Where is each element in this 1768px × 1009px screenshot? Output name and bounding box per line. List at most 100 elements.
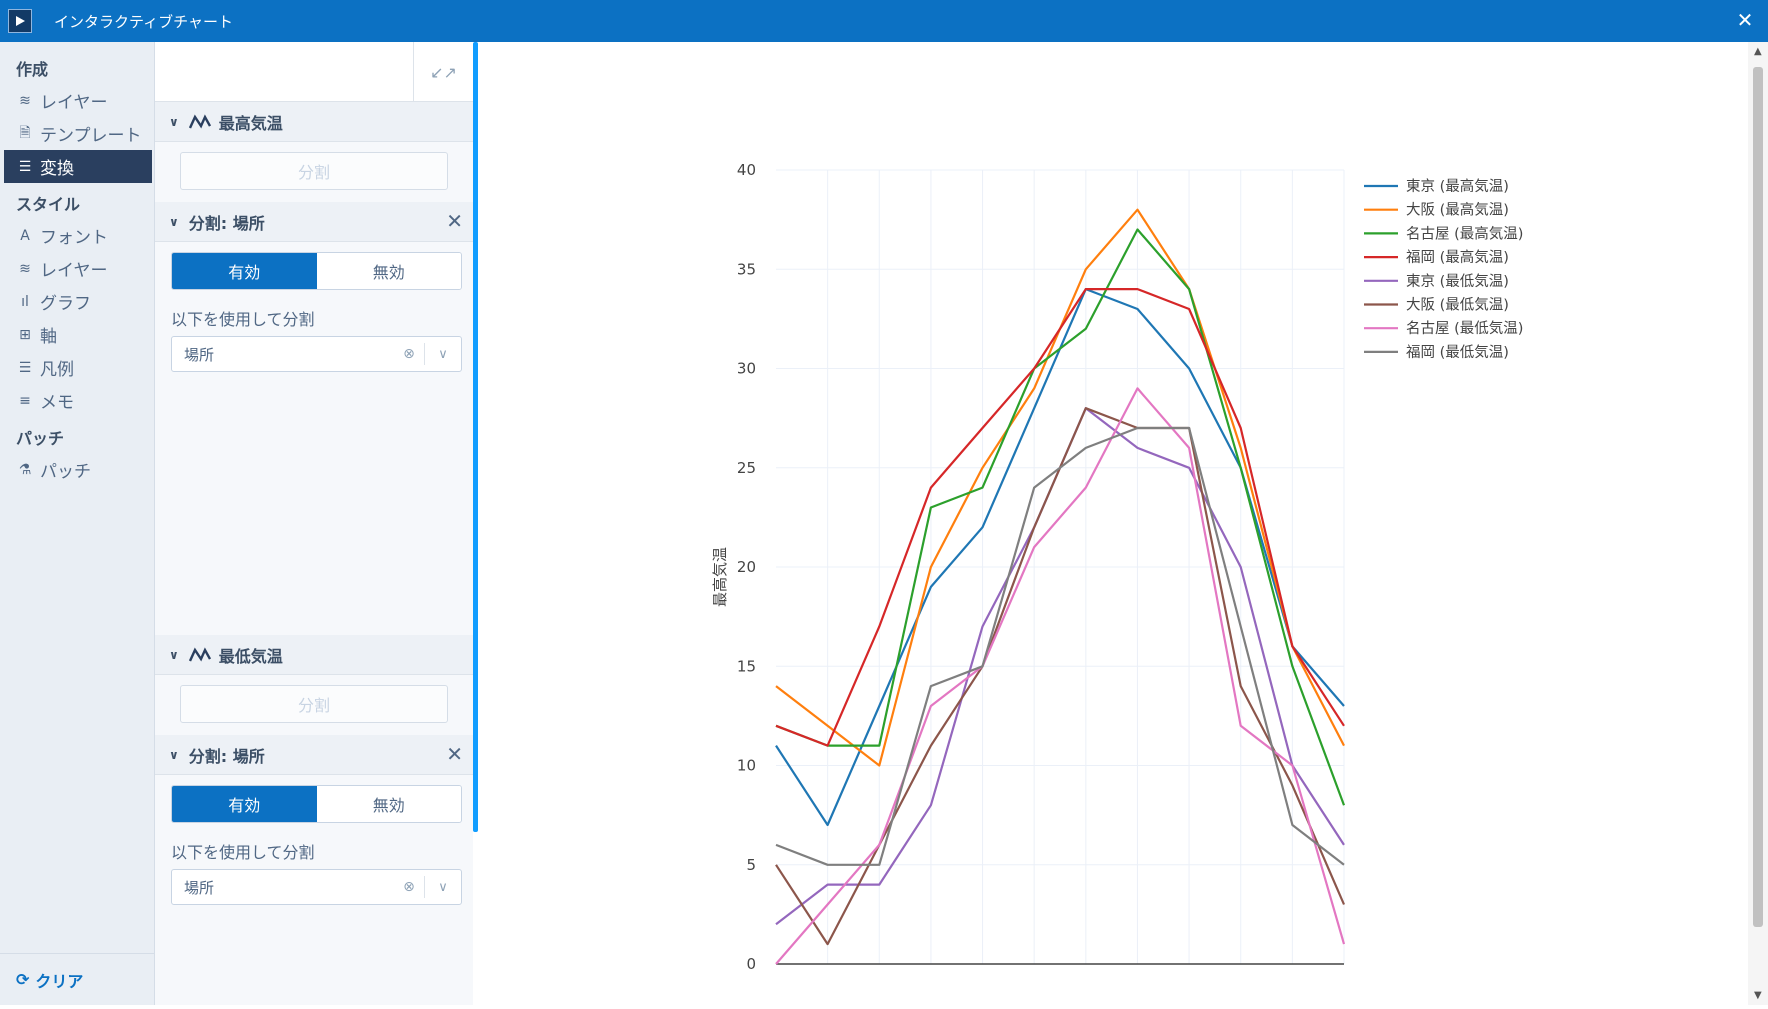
panel-scrollbar[interactable] xyxy=(473,42,478,832)
nav-item[interactable]: ıl グラフ xyxy=(0,285,154,318)
y-tick-label: 20 xyxy=(737,558,756,576)
series-line xyxy=(775,208,1345,767)
window-title: インタラクティブチャート xyxy=(54,12,233,31)
nav-item[interactable]: ≡ メモ xyxy=(0,384,154,417)
line-trace-icon xyxy=(188,646,211,663)
y-tick-label: 5 xyxy=(746,856,756,874)
enabled-option[interactable]: 有効 xyxy=(172,786,317,822)
bar-chart-icon: ıl xyxy=(21,293,29,310)
split-section-header[interactable]: ∨ 分割: 場所 ✕ xyxy=(155,202,473,242)
nav-item-label: 凡例 xyxy=(40,360,74,380)
series-line xyxy=(775,387,1346,965)
y-tick-label: 40 xyxy=(737,161,756,179)
nav-item[interactable]: A フォント xyxy=(0,219,154,252)
legend-label: 福岡 (最高気温) xyxy=(1406,249,1509,266)
panel-header: ↙↗ xyxy=(155,42,473,102)
legend-label: 福岡 (最低気温) xyxy=(1406,344,1509,361)
split-by-dropdown[interactable]: 場所 ⊗ ∨ xyxy=(171,336,462,372)
split-title: 分割: 場所 xyxy=(188,213,265,233)
split-by-value: 場所 xyxy=(184,878,215,897)
trace-section-header[interactable]: ∨ 最低気温 xyxy=(155,635,473,675)
document-icon: 🗎 xyxy=(19,124,31,141)
y-tick-label: 0 xyxy=(746,955,756,973)
chevron-down-icon: ∨ xyxy=(169,647,179,662)
remove-split-icon[interactable]: ✕ xyxy=(446,742,463,766)
line-trace-icon xyxy=(188,113,211,130)
nav-item-label: メモ xyxy=(40,393,74,413)
nav-item[interactable]: ≋ レイヤー xyxy=(0,252,154,285)
nav-item[interactable]: ☰ 変換 xyxy=(4,150,152,183)
split-by-label: 以下を使用して分割 xyxy=(171,310,315,329)
scroll-down-icon[interactable]: ▼ xyxy=(1754,990,1762,1001)
chevron-down-icon[interactable]: ∨ xyxy=(438,346,448,362)
enabled-option[interactable]: 有効 xyxy=(172,253,317,289)
patch-icon: ⚗ xyxy=(18,461,32,478)
title-bar: インタラクティブチャート ✕ xyxy=(0,0,1768,42)
transform-panel: ↙↗ ∨ 最高気温 分割 ∨ 分割: 場所 ✕ 有効 無効 以下を使用して分割 … xyxy=(155,42,473,1005)
nav-item-label: パッチ xyxy=(40,462,91,482)
chevron-down-icon: ∨ xyxy=(169,747,179,762)
refresh-icon: ⟳ xyxy=(16,970,30,989)
split-button[interactable]: 分割 xyxy=(180,152,448,190)
nav-item-label: フォント xyxy=(40,228,108,248)
remove-split-icon[interactable]: ✕ xyxy=(446,209,463,233)
list-icon: ☰ xyxy=(18,158,32,175)
nav-section-title: 作成 xyxy=(16,60,49,79)
y-tick-label: 30 xyxy=(737,360,756,378)
split-section-header[interactable]: ∨ 分割: 場所 ✕ xyxy=(155,735,473,775)
nav-item[interactable]: ⊞ 軸 xyxy=(0,318,154,351)
layers-icon: ≋ xyxy=(19,260,31,277)
trace-title: 最高気温 xyxy=(218,113,283,133)
clear-button[interactable]: ⟳ クリア xyxy=(0,953,154,1005)
scroll-thumb[interactable] xyxy=(1753,67,1763,927)
nav-item[interactable]: 🗎 テンプレート xyxy=(0,117,154,150)
split-by-dropdown[interactable]: 場所 ⊗ ∨ xyxy=(171,869,462,905)
split-title: 分割: 場所 xyxy=(188,746,265,766)
line-chart: 0 5 10 15 20 25 30 35 40 最高気温 東京 (最高気温) 大阪 (最高気温) 名古… xyxy=(711,161,1523,973)
chevron-down-icon: ∨ xyxy=(169,114,179,129)
font-icon: A xyxy=(20,227,30,244)
chevron-down-icon[interactable]: ∨ xyxy=(438,879,448,895)
close-window-button[interactable]: ✕ xyxy=(1736,8,1754,32)
clear-value-icon[interactable]: ⊗ xyxy=(403,346,415,362)
split-enabled-toggle: 有効 無効 xyxy=(171,252,462,290)
disabled-option[interactable]: 無効 xyxy=(316,253,461,289)
app-logo-icon xyxy=(8,9,32,33)
nav-item[interactable]: ☰ 凡例 xyxy=(0,351,154,384)
legend-label: 東京 (最高気温) xyxy=(1406,178,1509,195)
split-button-row: 分割 xyxy=(155,142,473,202)
y-tick-label: 15 xyxy=(737,657,756,675)
trace-section-header[interactable]: ∨ 最高気温 xyxy=(155,102,473,142)
nav-item-label: レイヤー xyxy=(40,93,108,113)
split-by-label: 以下を使用して分割 xyxy=(171,843,315,862)
series-line xyxy=(775,426,1345,866)
y-tick-label: 10 xyxy=(737,757,756,775)
split-enabled-toggle: 有効 無効 xyxy=(171,785,462,823)
clear-value-icon[interactable]: ⊗ xyxy=(403,879,415,895)
chart-area: 0 5 10 15 20 25 30 35 40 最高気温 東京 (最高気温) 大阪 (最高気温) 名古… xyxy=(480,42,1748,1005)
split-button[interactable]: 分割 xyxy=(180,685,448,723)
disabled-option[interactable]: 無効 xyxy=(316,786,461,822)
grid-icon: ⊞ xyxy=(19,326,31,343)
nav-item-label: レイヤー xyxy=(40,261,108,281)
left-nav: 作成 ≋ レイヤー 🗎 テンプレート ☰ 変換 スタイル A フォント ≋ レイヤー ıl グラフ ⊞ 軸 ☰ 凡… xyxy=(0,42,155,1005)
chevron-down-icon: ∨ xyxy=(169,214,179,229)
series-line xyxy=(775,228,1346,806)
y-axis-label: 最高気温 xyxy=(711,547,729,607)
clear-label: クリア xyxy=(35,971,84,991)
collapse-arrows-icon: ↙↗ xyxy=(430,62,457,82)
scroll-up-icon[interactable]: ▲ xyxy=(1754,46,1762,57)
split-by-value: 場所 xyxy=(184,345,215,364)
collapse-button[interactable]: ↙↗ xyxy=(413,42,473,102)
list-icon: ☰ xyxy=(18,359,32,376)
legend-label: 名古屋 (最高気温) xyxy=(1406,225,1523,242)
legend-label: 東京 (最低気温) xyxy=(1406,273,1509,290)
legend-label: 大阪 (最高気温) xyxy=(1406,202,1509,219)
legend-label: 名古屋 (最低気温) xyxy=(1406,320,1523,337)
nav-item-label: 変換 xyxy=(40,159,74,179)
chart-scrollbar[interactable]: ▲ ▼ xyxy=(1748,42,1768,1005)
nav-item-label: テンプレート xyxy=(40,126,142,146)
nav-item[interactable]: ≋ レイヤー xyxy=(0,84,154,117)
split-button-row: 分割 xyxy=(155,675,473,735)
nav-item[interactable]: ⚗ パッチ xyxy=(0,453,154,486)
